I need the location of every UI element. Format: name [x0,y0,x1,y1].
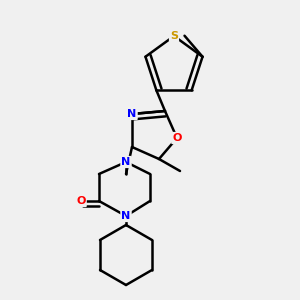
Text: N: N [128,109,136,119]
Text: S: S [170,31,178,41]
Text: N: N [122,211,130,221]
Text: N: N [122,157,130,167]
Text: O: O [76,196,86,206]
Text: O: O [172,133,182,143]
